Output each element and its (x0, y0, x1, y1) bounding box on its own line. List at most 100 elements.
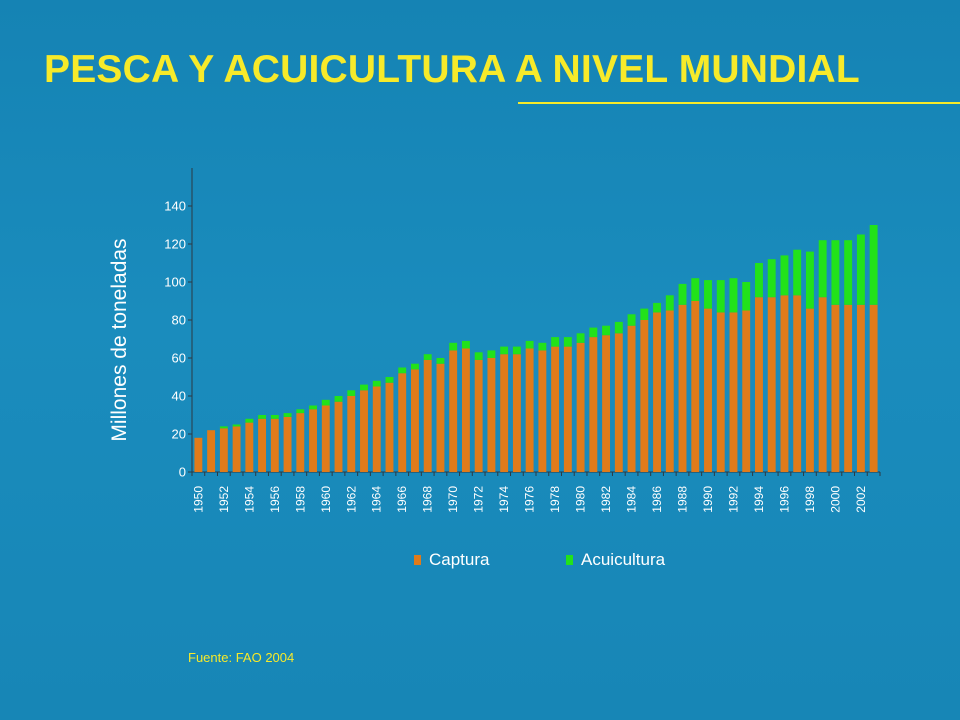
y-tick-label: 0 (179, 465, 186, 480)
bar-acuicultura (678, 283, 687, 305)
x-tick-label: 1966 (395, 486, 409, 513)
x-tick-label: 1970 (446, 486, 460, 513)
x-tick-label: 1952 (217, 486, 231, 513)
x-tick-label: 1974 (497, 486, 511, 513)
x-tick-label: 1964 (370, 486, 384, 513)
x-tick-label: 1972 (472, 486, 486, 513)
bar-acuicultura (436, 358, 445, 364)
bar-acuicultura (258, 415, 267, 419)
bar-captura (614, 333, 623, 472)
y-tick-label: 60 (172, 351, 186, 366)
bar-captura (347, 396, 356, 472)
bar-acuicultura (487, 350, 496, 358)
bar-captura (360, 390, 368, 472)
bar-acuicultura (372, 380, 381, 387)
bar-captura (551, 346, 560, 472)
x-tick-label: 1962 (344, 486, 358, 513)
bar-captura (232, 426, 241, 472)
bar-acuicultura (347, 390, 356, 396)
chart-legend: Captura Acuicultura (0, 550, 960, 572)
bar-acuicultura (461, 340, 470, 349)
bar-captura (538, 350, 547, 472)
bar-acuicultura (449, 342, 458, 351)
bar-captura (742, 310, 751, 472)
bar-captura (207, 430, 216, 472)
x-tick-label: 1998 (803, 486, 817, 513)
bar-acuicultura (576, 333, 585, 343)
bar-captura (678, 304, 687, 472)
page-title: PESCA Y ACUICULTURA A NIVEL MUNDIAL (44, 48, 860, 91)
bar-acuicultura (856, 234, 865, 305)
bar-captura (869, 304, 878, 472)
x-tick-label: 1992 (726, 486, 740, 513)
x-tick-label: 1960 (319, 486, 333, 513)
bar-acuicultura (780, 255, 789, 296)
y-tick-label: 20 (172, 427, 186, 442)
bar-acuicultura (232, 424, 241, 427)
bar-acuicultura (538, 342, 547, 351)
bar-acuicultura (844, 240, 853, 305)
bar-captura (563, 346, 572, 472)
bar-captura (755, 297, 763, 472)
bar-captura (449, 350, 458, 472)
bar-acuicultura (818, 240, 827, 298)
x-tick-label: 1976 (523, 486, 537, 513)
bar-acuicultura (270, 415, 279, 419)
bar-acuicultura (767, 259, 776, 298)
bar-captura (398, 373, 407, 472)
bar-acuicultura (563, 337, 572, 347)
bar-captura (767, 297, 776, 472)
bar-acuicultura (793, 249, 802, 296)
bar-acuicultura (805, 251, 814, 309)
x-tick-label: 1950 (191, 486, 205, 513)
bar-captura (627, 325, 636, 472)
bar-captura (844, 304, 853, 472)
bar-captura (602, 335, 611, 472)
title-underline (518, 102, 960, 104)
bar-captura (436, 363, 445, 472)
bar-captura (219, 428, 228, 472)
x-tick-label: 1954 (242, 486, 256, 513)
legend-label-captura: Captura (429, 550, 490, 569)
bar-captura (704, 308, 712, 472)
bar-captura (729, 312, 738, 472)
x-tick-label: 1994 (752, 486, 766, 513)
legend-swatch-acuicultura (566, 555, 573, 565)
bar-captura (665, 310, 674, 472)
bar-acuicultura (360, 384, 368, 391)
bar-acuicultura (309, 405, 317, 410)
bar-captura (793, 295, 802, 472)
bar-captura (296, 413, 305, 472)
bar-acuicultura (423, 354, 432, 360)
bar-captura (283, 416, 292, 472)
bar-acuicultura (512, 346, 521, 355)
bar-captura (411, 369, 419, 472)
bar-captura (512, 354, 521, 472)
bar-acuicultura (411, 363, 419, 370)
bar-captura (334, 401, 343, 472)
bar-captura (576, 342, 585, 472)
bar-acuicultura (704, 280, 712, 309)
bar-acuicultura (245, 418, 254, 423)
bar-captura (856, 304, 865, 472)
bar-acuicultura (831, 240, 840, 305)
bar-captura (716, 312, 725, 472)
bar-captura (245, 422, 254, 472)
bar-captura (589, 337, 598, 472)
bar-acuicultura (614, 321, 623, 334)
bar-captura (309, 409, 317, 472)
bar-acuicultura (653, 302, 661, 313)
bar-captura (500, 354, 509, 472)
bar-acuicultura (500, 346, 509, 355)
bar-acuicultura (551, 337, 560, 347)
x-tick-label: 1968 (421, 486, 435, 513)
x-tick-label: 1984 (625, 486, 639, 513)
bar-captura (831, 304, 840, 472)
bar-acuicultura (219, 426, 228, 429)
bar-acuicultura (665, 295, 674, 311)
bar-acuicultura (627, 314, 636, 326)
bar-captura (525, 348, 534, 472)
bar-acuicultura (589, 327, 598, 338)
bar-captura (258, 418, 267, 472)
source-note: Fuente: FAO 2004 (188, 650, 295, 665)
